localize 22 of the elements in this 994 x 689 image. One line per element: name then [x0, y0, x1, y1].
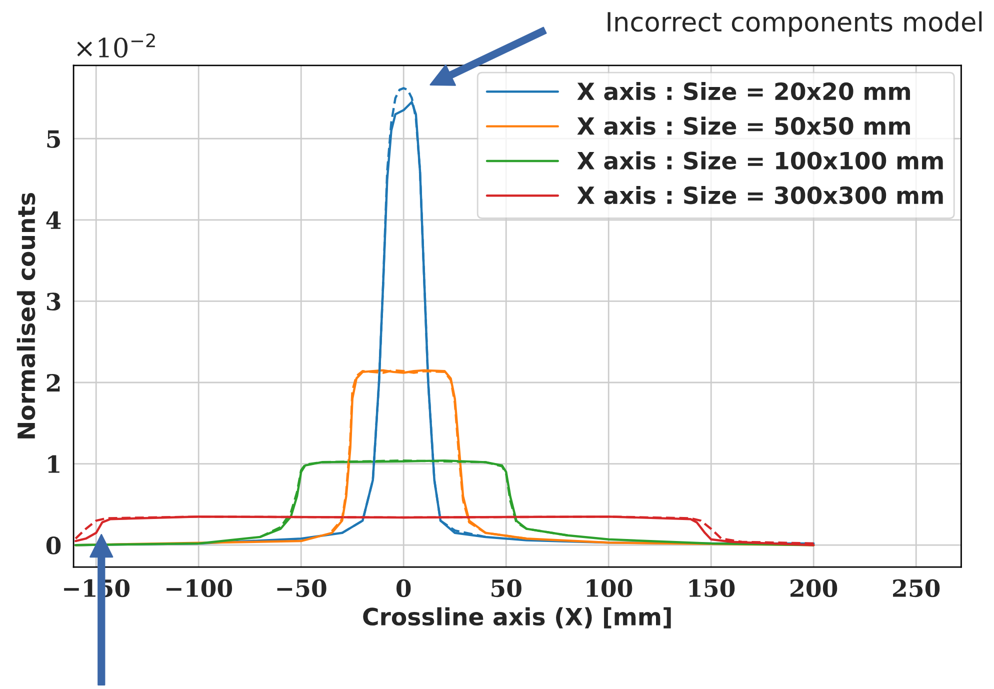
legend-label: X axis : Size = 50x50 mm [577, 116, 910, 135]
text: Incorrect components model [608, 11, 982, 37]
legend-label: X axis : Size = 100x100 mm [577, 151, 943, 170]
x-tick-label: 0 [396, 579, 411, 598]
x-tick-label: 100 [586, 579, 632, 598]
y-tick-label: 2 [46, 374, 60, 392]
y-tick-label: 4 [46, 211, 61, 229]
y-tick-label: 3 [46, 292, 60, 311]
legend-label: X axis : Size = 20x20 mm [577, 82, 910, 100]
y-tick-label: 0 [46, 536, 61, 554]
legend-label: X axis : Size = 300x300 mm [577, 186, 943, 204]
x-tick-label: 250 [893, 579, 940, 598]
x-tick-label: 150 [689, 579, 735, 598]
y-axis-title: Normalised counts [16, 193, 36, 438]
x-tick-label: −50 [277, 579, 326, 598]
x-tick-label: 200 [790, 579, 838, 598]
y-tick-label: 1 [48, 455, 60, 473]
x-tick-label: 50 [492, 579, 522, 598]
y-tick-label: 5 [47, 130, 60, 148]
x-tick-label: −100 [166, 579, 232, 598]
x-axis-title: Crossline axis (X) [mm] [363, 607, 671, 628]
text: ×10$^{−2}$ [77, 33, 155, 58]
